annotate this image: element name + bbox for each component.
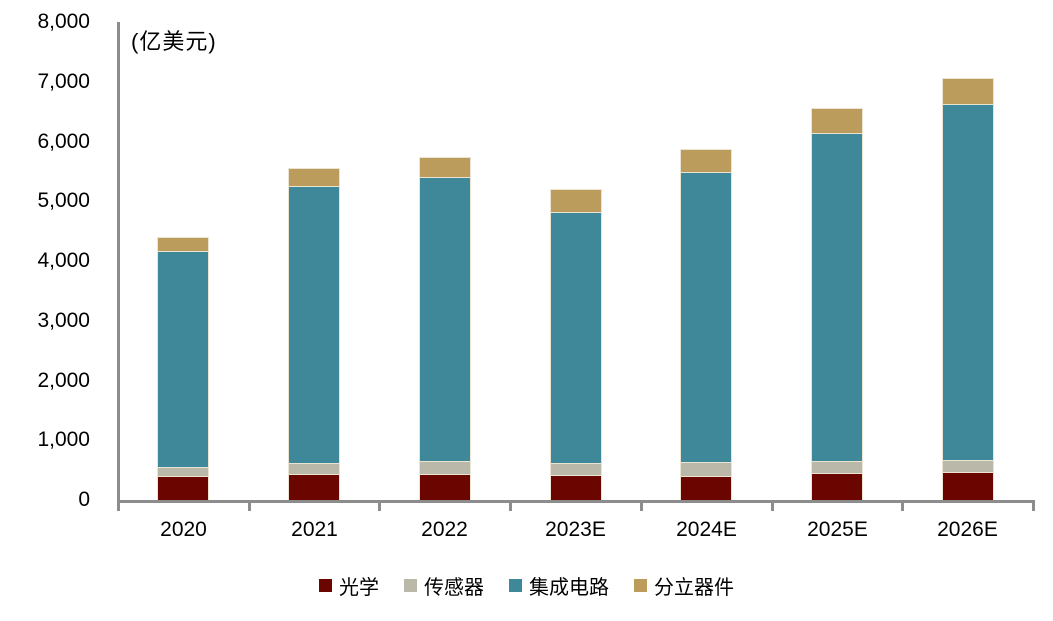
x-axis-label-2021: 2021 <box>291 518 338 541</box>
bar-segment-ic <box>811 133 863 461</box>
bar-2022 <box>419 157 471 500</box>
legend-swatch-icon <box>319 579 332 592</box>
y-axis-line <box>117 22 120 503</box>
x-axis-tick <box>117 503 120 511</box>
bar-segment-sensor <box>419 461 471 474</box>
bar-2026E <box>942 78 994 500</box>
bar-segment-ic <box>942 104 994 460</box>
x-axis-tick <box>901 503 905 511</box>
bar-segment-sensor <box>811 461 863 473</box>
bar-segment-optics <box>419 474 471 500</box>
bar-segment-optics <box>550 475 602 500</box>
legend-item-sensor: 传感器 <box>404 571 484 600</box>
x-axis-label-2024E: 2024E <box>676 518 737 541</box>
bar-segment-sensor <box>157 467 209 476</box>
bar-segment-discrete <box>811 108 863 133</box>
legend-label: 光学 <box>339 577 379 599</box>
bar-segment-optics <box>942 472 994 500</box>
y-tick-label: 3,000 <box>37 308 90 332</box>
bar-segment-sensor <box>680 462 732 476</box>
legend-item-discrete: 分立器件 <box>634 571 734 600</box>
x-axis-tick <box>1032 503 1035 511</box>
x-axis-tick <box>509 503 513 511</box>
bar-segment-discrete <box>157 237 209 251</box>
bar-segment-discrete <box>288 168 340 186</box>
x-axis-tick <box>247 503 251 511</box>
bar-segment-optics <box>811 473 863 500</box>
x-axis-label-2022: 2022 <box>421 518 468 541</box>
x-axis-label-2025E: 2025E <box>807 518 868 541</box>
legend-item-ic: 集成电路 <box>509 571 609 600</box>
x-axis-tick <box>639 503 643 511</box>
x-axis-label-2023E: 2023E <box>545 518 606 541</box>
legend: 光学 传感器 集成电路 分立器件 <box>0 571 1053 600</box>
y-tick-label: 7,000 <box>37 69 90 93</box>
bar-segment-discrete <box>680 149 732 172</box>
bar-2024E <box>680 149 732 500</box>
x-axis-label-2026E: 2026E <box>937 518 998 541</box>
bar-segment-ic <box>550 212 602 463</box>
bar-segment-discrete <box>550 189 602 212</box>
bar-segment-sensor <box>288 463 340 474</box>
bar-segment-optics <box>680 476 732 500</box>
legend-swatch-icon <box>509 579 522 592</box>
bar-segment-ic <box>157 251 209 467</box>
bar-2025E <box>811 108 863 500</box>
bar-segment-optics <box>288 474 340 500</box>
legend-label: 传感器 <box>424 577 484 599</box>
y-axis-unit-label: (亿美元) <box>131 29 217 54</box>
bar-2021 <box>288 168 340 500</box>
x-axis-tick <box>770 503 774 511</box>
x-axis-tick <box>378 503 382 511</box>
legend-swatch-icon <box>634 579 647 592</box>
y-tick-label: 1,000 <box>37 428 90 452</box>
bar-segment-discrete <box>419 157 471 177</box>
y-tick-label: 2,000 <box>37 368 90 392</box>
bar-2020 <box>157 237 209 500</box>
legend-label: 分立器件 <box>654 577 734 599</box>
y-tick-label: 0 <box>78 488 90 511</box>
legend-label: 集成电路 <box>529 577 609 599</box>
x-axis-label-2020: 2020 <box>160 518 207 541</box>
bar-segment-ic <box>288 186 340 463</box>
bar-segment-ic <box>419 177 471 461</box>
bar-segment-ic <box>680 172 732 462</box>
bar-2023E <box>550 189 602 500</box>
y-tick-label: 8,000 <box>37 10 90 33</box>
bar-segment-sensor <box>942 460 994 472</box>
bar-segment-optics <box>157 476 209 500</box>
bar-segment-sensor <box>550 463 602 475</box>
legend-item-optics: 光学 <box>319 571 379 600</box>
y-tick-label: 5,000 <box>37 189 90 213</box>
x-axis-line <box>117 500 1035 503</box>
legend-swatch-icon <box>404 579 417 592</box>
y-tick-label: 6,000 <box>37 129 90 153</box>
bar-segment-discrete <box>942 78 994 104</box>
y-tick-label: 4,000 <box>37 249 90 272</box>
